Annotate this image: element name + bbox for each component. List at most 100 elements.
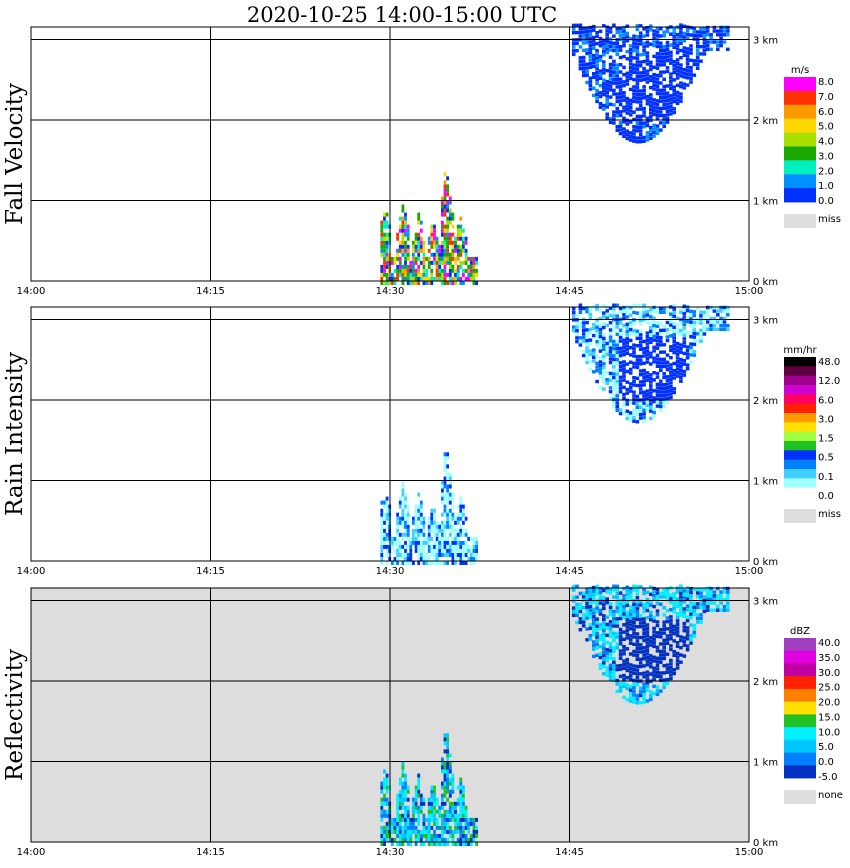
echo-pixel bbox=[433, 789, 436, 794]
echo-pixel bbox=[391, 277, 394, 281]
echo-pixel bbox=[618, 55, 623, 60]
echo-pixel bbox=[625, 100, 630, 104]
echo-pixel bbox=[446, 817, 449, 822]
echo-pixel bbox=[595, 303, 599, 308]
echo-pixel bbox=[417, 544, 421, 549]
echo-pixel bbox=[396, 540, 399, 545]
echo-pixel bbox=[462, 532, 465, 537]
echo-pixel bbox=[383, 544, 386, 549]
colorbar-label: 25.0 bbox=[818, 683, 840, 694]
echo-pixel bbox=[575, 325, 579, 329]
echo-pixel bbox=[446, 500, 449, 505]
echo-pixel bbox=[598, 334, 603, 339]
echo-pixel bbox=[598, 655, 603, 660]
echo-pixel bbox=[642, 682, 646, 686]
echo-pixel bbox=[682, 71, 687, 76]
echo-pixel bbox=[451, 264, 455, 269]
echo-pixel bbox=[414, 272, 418, 277]
echo-pixel bbox=[662, 390, 666, 394]
echo-pixel bbox=[669, 392, 673, 396]
echo-pixel bbox=[446, 228, 449, 233]
echo-pixel bbox=[669, 374, 673, 378]
echo-pixel bbox=[612, 74, 616, 78]
echo-pixel bbox=[695, 332, 700, 336]
echo-pixel bbox=[383, 224, 386, 229]
echo-pixel bbox=[719, 594, 723, 598]
echo-pixel bbox=[462, 508, 465, 513]
x-tick-label: 14:00 bbox=[17, 286, 46, 297]
echo-pixel bbox=[414, 809, 418, 814]
echo-pixel bbox=[419, 272, 423, 277]
echo-pixel bbox=[422, 540, 426, 545]
echo-pixel bbox=[712, 309, 717, 313]
echo-pixel bbox=[665, 382, 670, 386]
echo-pixel bbox=[441, 561, 444, 565]
echo-pixel bbox=[398, 272, 402, 277]
echo-pixel bbox=[427, 520, 431, 525]
echo-pixel bbox=[649, 340, 653, 344]
echo-pixel bbox=[665, 48, 670, 52]
echo-pixel bbox=[448, 500, 452, 505]
echo-pixel bbox=[417, 252, 421, 257]
echo-pixel bbox=[645, 316, 650, 321]
echo-pixel bbox=[459, 540, 463, 545]
colorbar-swatch bbox=[784, 714, 816, 728]
echo-cells bbox=[380, 303, 730, 565]
echo-pixel bbox=[446, 524, 449, 529]
echo-pixel bbox=[632, 128, 636, 133]
echo-pixel bbox=[414, 548, 418, 553]
echo-pixel bbox=[669, 637, 673, 641]
echo-pixel bbox=[652, 130, 656, 135]
colorbar-label: 0.1 bbox=[818, 472, 834, 483]
echo-pixel bbox=[595, 602, 599, 607]
echo-pixel bbox=[412, 240, 415, 245]
echo-pixel bbox=[622, 36, 626, 41]
echo-pixel bbox=[467, 821, 471, 826]
echo-pixel bbox=[655, 361, 660, 365]
echo-pixel bbox=[672, 307, 676, 311]
echo-pixel bbox=[642, 48, 646, 53]
echo-pixel bbox=[391, 817, 394, 822]
echo-pixel bbox=[635, 646, 640, 651]
echo-pixel bbox=[588, 40, 593, 44]
echo-pixel bbox=[419, 842, 423, 846]
echo-pixel bbox=[585, 616, 589, 620]
echo-pixel bbox=[608, 102, 613, 106]
echo-pixel bbox=[398, 777, 402, 782]
echo-pixel bbox=[672, 314, 676, 319]
echo-pixel bbox=[665, 619, 670, 624]
echo-pixel bbox=[622, 309, 626, 313]
echo-pixel bbox=[628, 616, 633, 620]
echo-pixel bbox=[412, 268, 415, 273]
echo-pixel bbox=[618, 379, 623, 383]
echo-pixel bbox=[679, 379, 683, 383]
echo-pixel bbox=[709, 590, 713, 594]
echo-pixel bbox=[454, 557, 457, 561]
echo-pixel bbox=[682, 319, 687, 323]
echo-pixel bbox=[425, 557, 428, 561]
echo-pixel bbox=[645, 378, 650, 382]
echo-pixel bbox=[592, 618, 596, 622]
echo-pixel bbox=[448, 268, 452, 273]
echo-pixel bbox=[419, 797, 423, 802]
echo-pixel bbox=[712, 29, 717, 33]
echo-pixel bbox=[401, 508, 405, 513]
echo-pixel bbox=[649, 93, 653, 97]
echo-pixel bbox=[645, 396, 650, 400]
echo-pixel bbox=[605, 116, 609, 120]
echo-pixel bbox=[605, 633, 609, 637]
echo-pixel bbox=[412, 532, 415, 537]
echo-pixel bbox=[635, 38, 640, 42]
echo-pixel bbox=[659, 63, 663, 67]
echo-pixel bbox=[454, 805, 457, 810]
echo-pixel bbox=[602, 380, 606, 384]
echo-pixel bbox=[435, 817, 439, 822]
echo-pixel bbox=[659, 52, 663, 56]
echo-pixel bbox=[605, 105, 609, 109]
echo-pixel bbox=[612, 347, 616, 351]
echo-pixel bbox=[655, 663, 660, 668]
echo-pixel bbox=[622, 371, 626, 375]
echo-pixel bbox=[443, 528, 447, 533]
echo-pixel bbox=[578, 321, 583, 325]
echo-pixel bbox=[615, 67, 620, 71]
